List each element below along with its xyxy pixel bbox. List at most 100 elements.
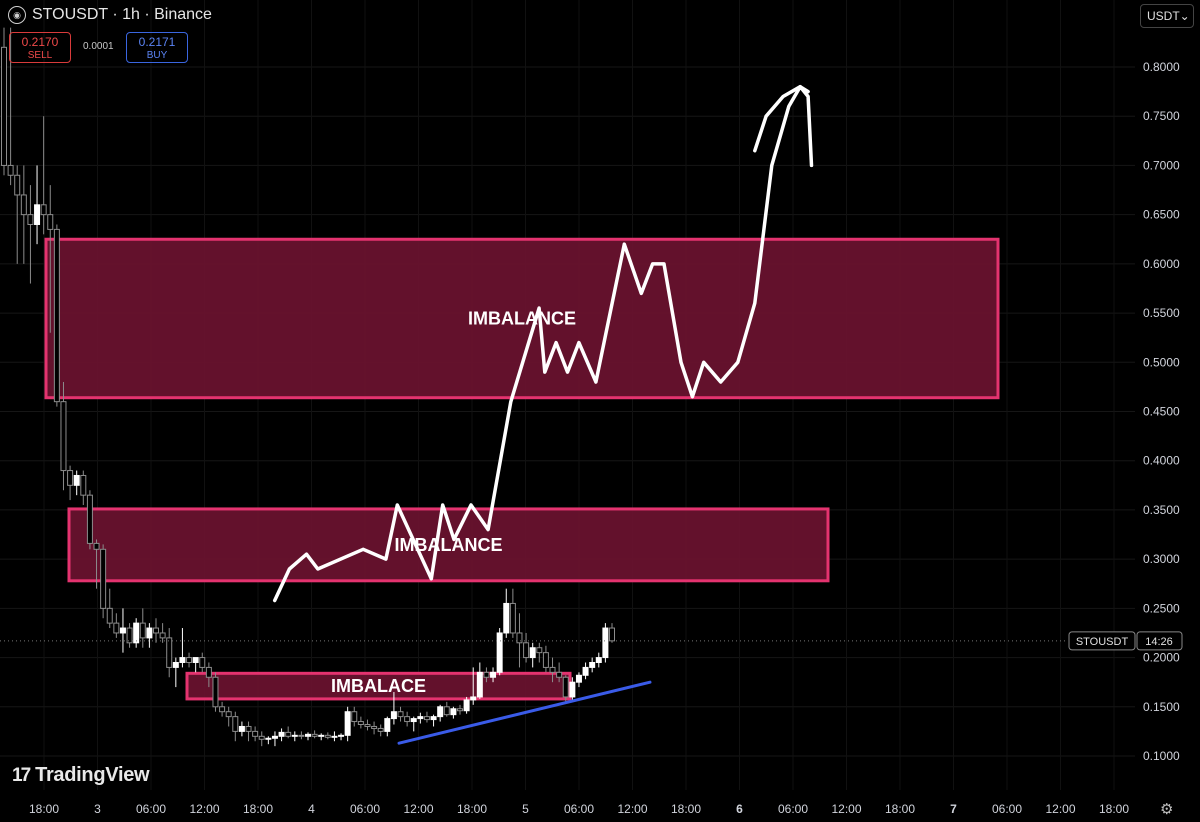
candle-body bbox=[450, 708, 457, 716]
candle-body bbox=[384, 718, 391, 732]
sell-price: 0.2170 bbox=[21, 35, 59, 49]
y-tick-label: 0.5500 bbox=[1143, 306, 1180, 320]
candle-body bbox=[7, 164, 14, 176]
candle-body bbox=[271, 735, 278, 739]
x-tick-label: 12:00 bbox=[403, 802, 433, 816]
candle-body bbox=[357, 721, 364, 726]
candle-body bbox=[338, 734, 345, 737]
candle-body bbox=[582, 666, 589, 676]
candle-body bbox=[278, 731, 285, 737]
candle-body bbox=[569, 681, 576, 698]
candle-body bbox=[14, 174, 21, 196]
imbalance-zone bbox=[44, 237, 1000, 400]
x-tick-label: 6 bbox=[736, 802, 743, 816]
sell-button[interactable]: 0.2170 SELL bbox=[9, 32, 71, 63]
candle-body bbox=[192, 657, 199, 663]
y-tick-label: 0.4000 bbox=[1143, 454, 1180, 468]
candle-body bbox=[73, 474, 80, 486]
x-tick-label: 12:00 bbox=[617, 802, 647, 816]
price-tag-symbol-box bbox=[1068, 631, 1136, 651]
x-tick-label: 18:00 bbox=[885, 802, 915, 816]
x-tick-label: 18:00 bbox=[29, 802, 59, 816]
candle-body bbox=[536, 647, 543, 654]
candle-body bbox=[298, 734, 305, 737]
candle-body bbox=[225, 711, 232, 718]
candle-body bbox=[549, 666, 556, 673]
trendline bbox=[397, 680, 652, 745]
candle-body bbox=[318, 734, 325, 737]
chevron-down-icon: ⌄ bbox=[1179, 9, 1190, 23]
candle-body bbox=[139, 622, 146, 639]
x-tick-label: 18:00 bbox=[1099, 802, 1129, 816]
candle-body bbox=[199, 657, 206, 668]
symbol-title[interactable]: STOUSDT · 1h · Binance bbox=[32, 6, 212, 23]
candle-body bbox=[542, 652, 549, 668]
price-tag-countdown-box bbox=[1136, 631, 1183, 651]
x-tick-label: 18:00 bbox=[243, 802, 273, 816]
imbalance-zone bbox=[67, 507, 830, 583]
candle-body bbox=[47, 214, 54, 230]
candle-body bbox=[351, 711, 358, 723]
candle-body bbox=[265, 737, 272, 740]
candle-body bbox=[397, 711, 404, 718]
candle-body bbox=[377, 727, 384, 732]
tradingview-watermark: 17 TradingView bbox=[12, 764, 150, 787]
candle-body bbox=[556, 671, 563, 678]
candle-body bbox=[80, 474, 87, 496]
candle-body bbox=[371, 725, 378, 729]
candle-body bbox=[252, 730, 259, 737]
candle-body bbox=[53, 228, 60, 403]
sell-label: SELL bbox=[27, 50, 53, 61]
candle-body bbox=[34, 204, 41, 225]
candle-body bbox=[106, 607, 113, 624]
candle-body bbox=[27, 214, 34, 225]
candle-body bbox=[496, 632, 503, 673]
buy-price: 0.2171 bbox=[138, 35, 176, 49]
candle-body bbox=[404, 716, 411, 723]
x-tick-label: 06:00 bbox=[136, 802, 166, 816]
buy-label: BUY bbox=[146, 50, 168, 61]
candle-body bbox=[100, 548, 107, 609]
y-tick-label: 0.2500 bbox=[1143, 601, 1180, 615]
candle-body bbox=[205, 666, 212, 678]
candle-body bbox=[457, 708, 463, 712]
candle-body bbox=[86, 494, 93, 544]
x-tick-label: 12:00 bbox=[831, 802, 861, 816]
candle-body bbox=[589, 661, 596, 668]
spread-value: 0.0001 bbox=[83, 41, 114, 52]
y-tick-label: 0.7500 bbox=[1143, 109, 1180, 123]
x-tick-label: 4 bbox=[308, 802, 315, 816]
candle-body bbox=[609, 627, 615, 642]
imbalance-zone-label: IMBALANCE bbox=[395, 535, 503, 555]
price-tag-symbol: STOUSDT bbox=[1076, 636, 1129, 648]
settings-gear-icon[interactable]: ⚙ bbox=[1160, 801, 1174, 818]
exchange-logo-icon: ◉ bbox=[8, 6, 26, 24]
projection-drawing bbox=[272, 84, 814, 603]
candle-body bbox=[503, 602, 510, 634]
candle-body bbox=[186, 657, 193, 663]
candle-body bbox=[20, 194, 27, 216]
candle-body bbox=[1, 46, 7, 166]
y-tick-label: 0.6000 bbox=[1143, 257, 1180, 271]
candle-body bbox=[146, 627, 153, 639]
candle-body bbox=[119, 627, 126, 634]
candle-body bbox=[311, 733, 318, 737]
projection-drawing-tail bbox=[753, 84, 810, 153]
candle-body bbox=[238, 725, 245, 732]
price-tag-countdown: 14:26 bbox=[1145, 636, 1173, 648]
y-tick-label: 0.3000 bbox=[1143, 552, 1180, 566]
candle-body bbox=[523, 642, 530, 659]
currency-selector[interactable]: USDT ⌄ bbox=[1140, 4, 1194, 28]
candle-body bbox=[410, 718, 417, 723]
symbol-header[interactable]: ◉ STOUSDT · 1h · Binance bbox=[8, 5, 212, 25]
y-tick-label: 0.5000 bbox=[1143, 355, 1180, 369]
candle-body bbox=[344, 711, 351, 736]
candle-body bbox=[113, 622, 120, 634]
x-tick-label: 06:00 bbox=[350, 802, 380, 816]
buy-button[interactable]: 0.2171 BUY bbox=[126, 32, 188, 63]
x-tick-label: 12:00 bbox=[1045, 802, 1075, 816]
x-tick-label: 18:00 bbox=[671, 802, 701, 816]
candle-body bbox=[516, 632, 523, 644]
x-tick-label: 06:00 bbox=[992, 802, 1022, 816]
